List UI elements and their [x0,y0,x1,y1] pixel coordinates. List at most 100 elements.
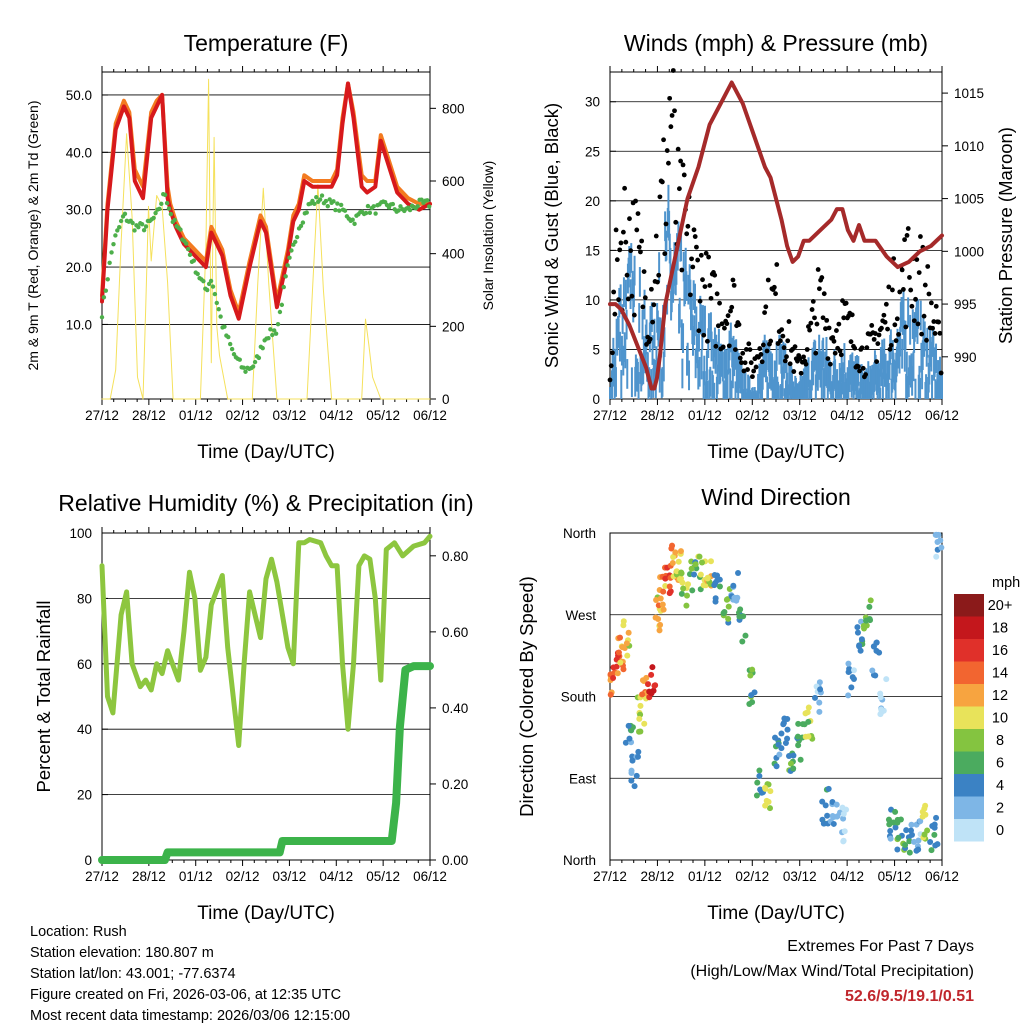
y2-tick-label: 0.80 [442,549,468,564]
wind-direction-point [675,558,682,565]
gust-point [765,277,771,283]
dewpoint-point [275,322,281,327]
wind-direction-point [921,831,928,838]
gust-point [741,368,747,374]
wind-direction-point [623,640,630,647]
gust-point [701,332,707,338]
gust-point [932,331,938,336]
wind-direction-point [887,835,894,842]
dewpoint-point [256,355,262,361]
gust-point [798,370,804,376]
dewpoint-point [141,227,147,233]
dewpoint-point [323,198,329,204]
dewpoint-point [363,210,369,216]
colorbar-label: 12 [992,688,1008,704]
dewpoint-point [205,287,210,293]
gust-point [902,237,907,243]
dewpoint-point [101,295,107,300]
wind-direction-point [610,664,617,671]
wind-direction-point [892,824,899,831]
dewpoint-point [111,241,116,247]
x-tick-label: 27/12 [85,408,119,423]
wind-direction-point [931,821,938,828]
gust-point [717,300,722,306]
colorbar-swatch [954,774,984,797]
wind-direction-point [716,583,723,590]
gust-point [760,342,766,348]
wind-direction-point [626,735,633,742]
y-tick-label: North [563,853,596,868]
gust-point [675,146,681,152]
dewpoint-point [396,208,401,213]
gust-point [804,347,810,352]
wind-direction-point [748,692,755,699]
x-tick-label: 03/12 [273,869,307,884]
colorbar-label: 10 [992,711,1008,727]
gust-point [825,356,831,362]
dewpoint-point [178,227,183,232]
wind-direction-point [753,792,760,799]
wind-direction-point [666,583,673,590]
dewpoint-point [115,228,120,233]
gust-point [692,234,698,239]
wind-direction-point [648,690,655,697]
gust-point [771,284,777,290]
chart-title: Wind Direction [701,484,851,510]
x-tick-label: 04/12 [319,869,353,884]
wind-direction-point [747,672,754,679]
gust-point [669,113,675,118]
x-axis-label: Time (Day/UTC) [707,903,845,924]
gust-point [745,367,750,372]
colorbar-swatch [954,819,984,842]
gust-point [740,350,746,356]
dewpoint-point [342,208,348,213]
gust-point [863,372,869,377]
dewpoint-point [113,233,118,238]
gust-point [732,347,738,353]
wind-direction-point [691,571,698,578]
gust-point [642,295,648,301]
y2-tick-label: 1005 [954,192,984,207]
y-tick-label: South [561,690,596,705]
wind-direction-point [822,802,829,809]
wind-direction-point [857,647,864,654]
wind-direction-point [863,617,870,624]
dewpoint-point [216,307,221,312]
gust-point [751,368,757,374]
y-tick-label: 30 [585,95,600,110]
dewpoint-point [350,217,355,222]
humidity-line [99,533,433,748]
gust-point [641,269,647,275]
gust-point [685,223,691,229]
wind-direction-point [872,672,879,679]
x-axis-label: Time (Day/UTC) [707,442,845,463]
wind-direction-point [892,808,899,815]
x-tick-label: 27/12 [593,869,627,884]
gust-point [781,345,787,351]
wind-direction-point [697,571,704,578]
dewpoint-point [159,201,164,207]
gust-point [832,350,838,356]
wind-direction-point [707,558,714,565]
gust-point [892,322,898,328]
colorbar-swatch [954,684,984,707]
dewpoint-point [118,218,124,224]
wind-direction-point [720,610,727,617]
dewpoint-point [229,346,235,352]
y2-tick-label: 1015 [954,86,984,101]
gust-point [698,252,704,258]
wind-direction-point [928,847,935,854]
gust-point [659,179,665,185]
gust-point [633,198,638,204]
wind-direction-point [725,615,732,622]
wind-direction-point [766,805,773,812]
wind-direction-point [854,624,861,631]
wind-direction-point [917,818,924,825]
wind-direction-point [845,660,852,667]
wind-direction-point [746,701,753,708]
dewpoint-point [300,220,306,225]
chart-title: Temperature (F) [184,30,349,56]
recent-data-text: Most recent data timestamp: 2026/03/06 1… [30,1008,351,1024]
gust-point [838,352,844,358]
dewpoint-point [373,211,378,216]
